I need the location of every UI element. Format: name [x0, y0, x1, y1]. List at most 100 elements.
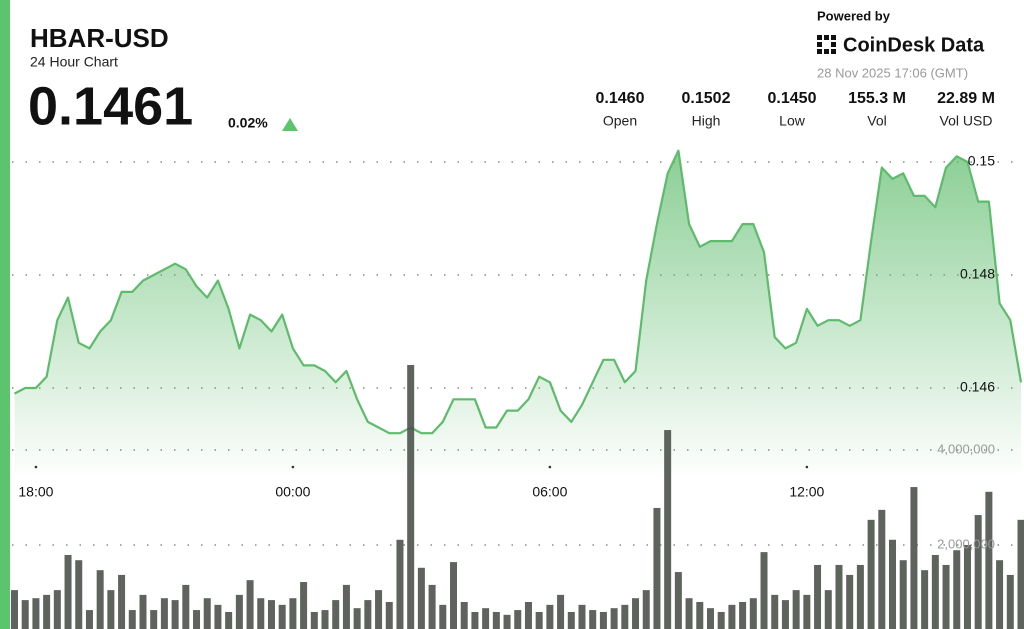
volume-bar: [139, 594, 147, 629]
price: 0.1461: [28, 76, 193, 136]
volume-bar: [856, 564, 864, 629]
volume-bar: [193, 610, 201, 629]
volume-bar: [257, 598, 265, 629]
volume-bar: [739, 602, 747, 629]
x-tick-label: 18:00: [18, 484, 53, 500]
volume-bar: [653, 507, 661, 629]
volume-bar: [385, 602, 393, 629]
up-arrow: [282, 118, 298, 131]
volume-bar: [267, 600, 275, 629]
x-tick-mark: [34, 465, 38, 469]
volume-bar: [974, 515, 982, 629]
volume-bar: [674, 572, 682, 629]
volume-bar: [535, 611, 543, 629]
volume-bar: [471, 611, 479, 629]
volume-bar: [696, 602, 704, 629]
x-tick-mark: [805, 465, 809, 469]
price-area: [14, 150, 1021, 473]
volume-bar: [235, 594, 243, 629]
volume-bar: [85, 610, 93, 629]
x-tick-label: 12:00: [789, 484, 824, 500]
stat-value: 22.89 M: [937, 90, 995, 107]
volume-bar: [792, 590, 800, 629]
volume-bar: [428, 584, 436, 629]
volume-bar: [546, 604, 554, 629]
volume-bar: [492, 611, 500, 629]
volume-bar: [889, 539, 897, 629]
volume-bar: [107, 590, 115, 629]
volume-bar: [931, 554, 939, 629]
volume-bar: [21, 600, 29, 629]
volume-bar: [878, 509, 886, 629]
volume-bar: [567, 611, 575, 629]
volume-bar: [246, 580, 254, 629]
volume-tick-label: 4,000,000: [937, 441, 995, 456]
volume-bar: [963, 545, 971, 629]
volume-bar: [1017, 519, 1024, 629]
volume-bar: [749, 598, 757, 629]
symbol: HBAR-USD: [30, 23, 169, 53]
volume-bar: [664, 430, 672, 629]
volume-bar: [514, 610, 522, 629]
volume-tick-label: 2,000,000: [937, 536, 995, 551]
volume-bar: [706, 608, 714, 629]
volume-bar: [417, 567, 425, 629]
x-tick-mark: [291, 465, 295, 469]
y-tick-label: 0.148: [960, 266, 995, 282]
volume-bar: [171, 600, 179, 629]
volume-bar: [578, 604, 586, 629]
volume-bar: [781, 600, 789, 629]
accent-bar: [0, 0, 10, 629]
volume-bar: [75, 560, 83, 629]
volume-bar: [300, 582, 308, 629]
y-tick-label: 0.146: [960, 379, 995, 395]
stat-label: High: [692, 113, 721, 129]
volume-bar: [278, 604, 286, 629]
volume-bar: [589, 610, 597, 629]
volume-bar: [867, 519, 875, 629]
volume-bar: [407, 364, 415, 629]
volume-bar: [942, 564, 950, 629]
volume-bar: [985, 491, 993, 629]
volume-bar: [460, 602, 468, 629]
volume-bar: [524, 602, 532, 629]
volume-bar: [225, 611, 233, 629]
timestamp: 28 Nov 2025 17:06 (GMT): [817, 65, 968, 80]
volume-bar: [728, 604, 736, 629]
volume-bar: [160, 598, 168, 629]
volume-bar: [503, 614, 511, 629]
volume-bar: [128, 610, 136, 629]
volume-bar: [289, 598, 297, 629]
stat-label: Open: [603, 113, 637, 129]
volume-bar: [310, 611, 318, 629]
stat-value: 0.1450: [768, 90, 817, 107]
volume-bar: [824, 590, 832, 629]
volume-bar: [899, 560, 907, 629]
volume-bar: [846, 574, 854, 629]
volume-bar: [599, 611, 607, 629]
volume-bar: [214, 604, 222, 629]
stats: 0.1460 Open 0.1502 High 0.1450 Low 155.3 M Vol 2…: [596, 90, 995, 128]
y-tick-label: 0.15: [968, 153, 995, 169]
stat-label: Vol: [867, 113, 886, 129]
volume-bar: [32, 598, 40, 629]
volume-bar: [439, 604, 447, 629]
volume-bar: [717, 611, 725, 629]
volume-bar: [835, 564, 843, 629]
volume-bar: [321, 610, 329, 629]
volume-bar: [632, 598, 640, 629]
stat-value: 0.1502: [682, 90, 731, 107]
volume-bar: [450, 562, 458, 629]
volume-bar: [910, 487, 918, 629]
volume-bar: [11, 590, 18, 629]
volume-bar: [610, 608, 618, 629]
price-line: [13, 149, 1023, 435]
volume-bar: [150, 610, 158, 629]
volume-bar: [96, 570, 104, 629]
volume-bar: [760, 552, 768, 629]
volume-bar: [803, 594, 811, 629]
volume-bar: [814, 564, 822, 629]
volume-bar: [921, 570, 929, 629]
brand-logo: [817, 35, 836, 54]
